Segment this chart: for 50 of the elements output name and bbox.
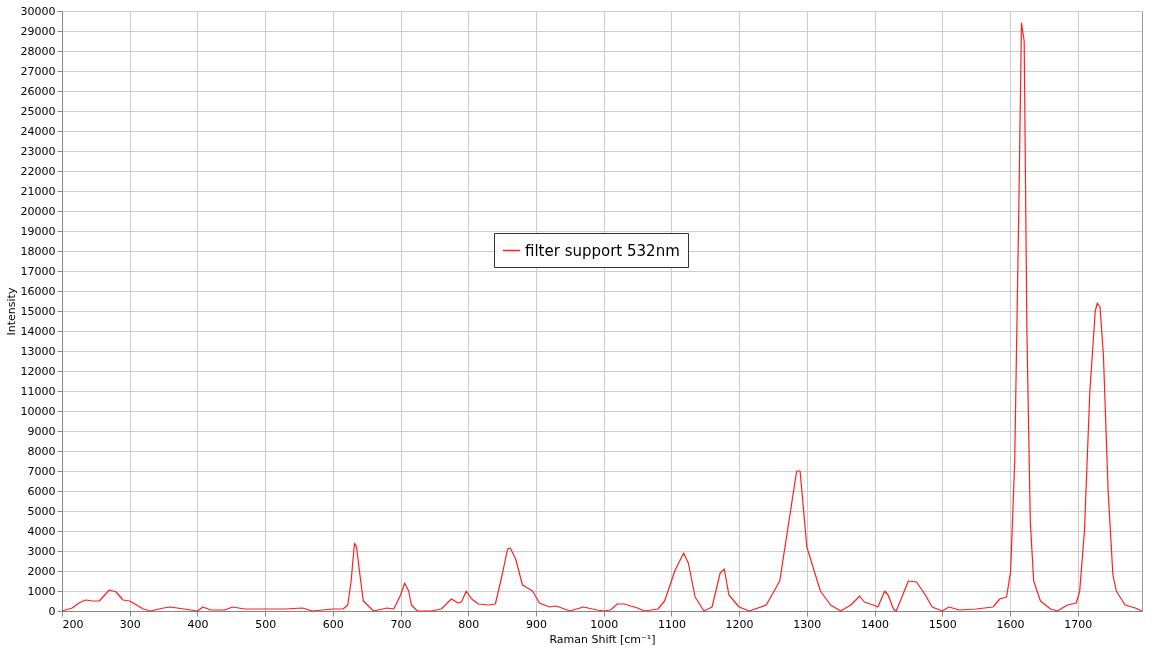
y-tick-label: 23000: [20, 144, 56, 158]
x-tick-label: 400: [187, 617, 209, 631]
y-tick-label: 20000: [20, 204, 56, 218]
x-tick-label: 1500: [928, 617, 957, 631]
x-axis-title: Raman Shift [cm⁻¹]: [549, 632, 656, 646]
x-tick-label: 600: [322, 617, 344, 631]
y-tick-label: 24000: [20, 124, 56, 138]
y-tick-label: 14000: [20, 324, 56, 338]
x-tick-label: 1100: [657, 617, 686, 631]
y-tick-label: 30000: [20, 4, 56, 18]
x-tick-label: 800: [458, 617, 480, 631]
y-tick-label: 27000: [20, 64, 56, 78]
y-tick-label: 28000: [20, 44, 56, 58]
x-tick-label: 900: [525, 617, 547, 631]
x-tick-label: 300: [119, 617, 141, 631]
x-tick-label: 1000: [590, 617, 619, 631]
y-tick-label: 12000: [20, 364, 56, 378]
x-tick-label: 500: [255, 617, 277, 631]
x-tick-label: 200: [62, 617, 84, 631]
y-tick-label: 0: [48, 604, 56, 618]
y-tick-label: 29000: [20, 24, 56, 38]
y-axis-title: Intensity: [4, 287, 18, 336]
y-tick-label: 26000: [20, 84, 56, 98]
x-tick-label: 1400: [861, 617, 890, 631]
y-tick-label: 3000: [27, 544, 56, 558]
legend-label: filter support 532nm: [525, 241, 680, 260]
y-tick-label: 9000: [27, 424, 56, 438]
x-tick-label: 700: [390, 617, 412, 631]
x-tick-label: 1200: [725, 617, 754, 631]
x-tick-label: 1300: [793, 617, 822, 631]
y-tick-label: 4000: [27, 524, 56, 538]
y-tick-label: 18000: [20, 244, 56, 258]
x-tick-label: 1600: [996, 617, 1025, 631]
y-tick-label: 5000: [27, 504, 56, 518]
y-tick-label: 1000: [27, 584, 56, 598]
y-tick-label: 13000: [20, 344, 56, 358]
y-tick-label: 2000: [27, 564, 56, 578]
y-tick-label: 22000: [20, 164, 56, 178]
y-tick-label: 15000: [20, 304, 56, 318]
y-tick-label: 21000: [20, 184, 56, 198]
y-tick-label: 11000: [20, 384, 56, 398]
x-tick-label: 1700: [1064, 617, 1093, 631]
y-tick-label: 16000: [20, 284, 56, 298]
y-tick-label: 10000: [20, 404, 56, 418]
y-tick-label: 19000: [20, 224, 56, 238]
y-tick-label: 25000: [20, 104, 56, 118]
y-tick-label: 7000: [27, 464, 56, 478]
y-tick-label: 17000: [20, 264, 56, 278]
y-tick-label: 8000: [27, 444, 56, 458]
y-tick-label: 6000: [27, 484, 56, 498]
